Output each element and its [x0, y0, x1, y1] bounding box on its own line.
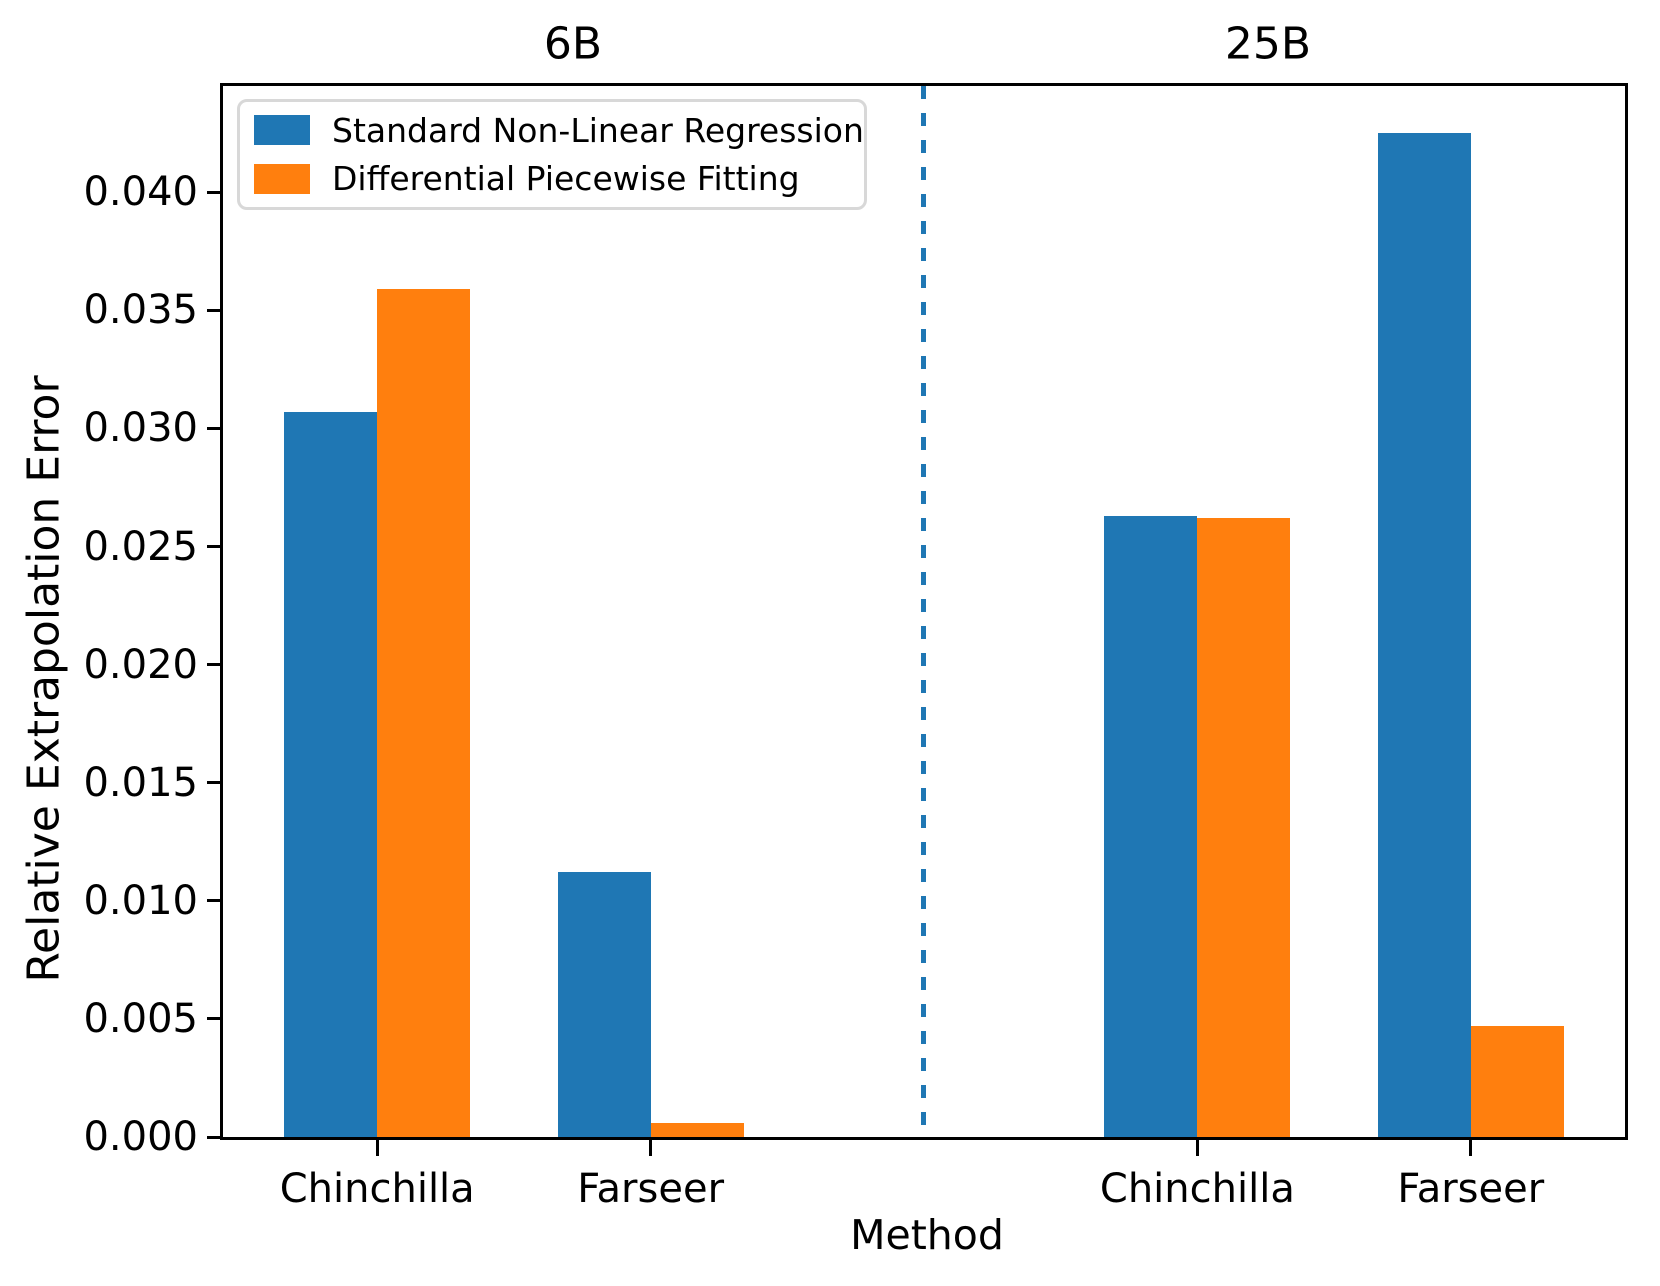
- x-tick-mark: [649, 1140, 653, 1156]
- y-tick-mark: [207, 1135, 223, 1139]
- y-tick-label: 0.035: [83, 287, 198, 334]
- y-tick-label: 0.020: [83, 641, 198, 688]
- subplot-title-right: 25B: [1224, 18, 1312, 70]
- subplot-title-left: 6B: [543, 18, 603, 70]
- legend-entry-differential-piecewise-fitting: Differential Piecewise Fitting: [254, 159, 864, 198]
- bar-25b-chinchilla-s0: [1104, 516, 1198, 1137]
- legend-entry-standard-non-linear-regression: Standard Non-Linear Regression: [254, 111, 864, 150]
- x-tick-mark: [1469, 1140, 1473, 1156]
- y-tick-mark: [207, 1017, 223, 1021]
- section-separator-dashed-line: [921, 86, 926, 1137]
- y-tick-label: 0.030: [83, 405, 198, 452]
- legend-swatch-blue-icon: [254, 115, 310, 146]
- legend-swatch-orange-icon: [254, 163, 310, 194]
- plot-area: Standard Non-Linear Regression Different…: [220, 83, 1628, 1140]
- legend-label: Differential Piecewise Fitting: [332, 159, 800, 199]
- y-tick-mark: [207, 545, 223, 549]
- y-tick-mark: [207, 190, 223, 194]
- y-tick-mark: [207, 663, 223, 667]
- legend-label: Standard Non-Linear Regression: [332, 110, 864, 150]
- x-tick-mark: [1195, 1140, 1199, 1156]
- x-axis-label: Method: [850, 1211, 1004, 1259]
- y-tick-label: 0.025: [83, 523, 198, 570]
- bar-6b-farseer-s0: [557, 872, 651, 1137]
- bar-25b-farseer-s0: [1377, 133, 1471, 1137]
- y-tick-label: 0.005: [83, 995, 198, 1042]
- bar-25b-chinchilla-s1: [1197, 518, 1291, 1137]
- legend: Standard Non-Linear Regression Different…: [237, 99, 867, 210]
- bar-25b-farseer-s1: [1470, 1026, 1564, 1137]
- x-tick-label-25b-chinchilla: Chinchilla: [1099, 1166, 1295, 1212]
- y-tick-mark: [207, 899, 223, 903]
- x-tick-label-6b-chinchilla: Chinchilla: [279, 1166, 475, 1212]
- x-tick-label-6b-farseer: Farseer: [577, 1166, 725, 1212]
- y-tick-label: 0.040: [83, 169, 198, 216]
- y-tick-mark: [207, 308, 223, 312]
- bar-6b-chinchilla-s0: [284, 412, 378, 1137]
- y-tick-label: 0.010: [83, 877, 198, 924]
- bar-6b-farseer-s1: [650, 1123, 744, 1137]
- y-tick-mark: [207, 426, 223, 430]
- bar-6b-chinchilla-s1: [377, 289, 471, 1137]
- x-tick-label-25b-farseer: Farseer: [1397, 1166, 1545, 1212]
- y-tick-label: 0.015: [83, 759, 198, 806]
- y-tick-mark: [207, 781, 223, 785]
- y-tick-label: 0.000: [83, 1114, 198, 1160]
- x-tick-mark: [375, 1140, 379, 1156]
